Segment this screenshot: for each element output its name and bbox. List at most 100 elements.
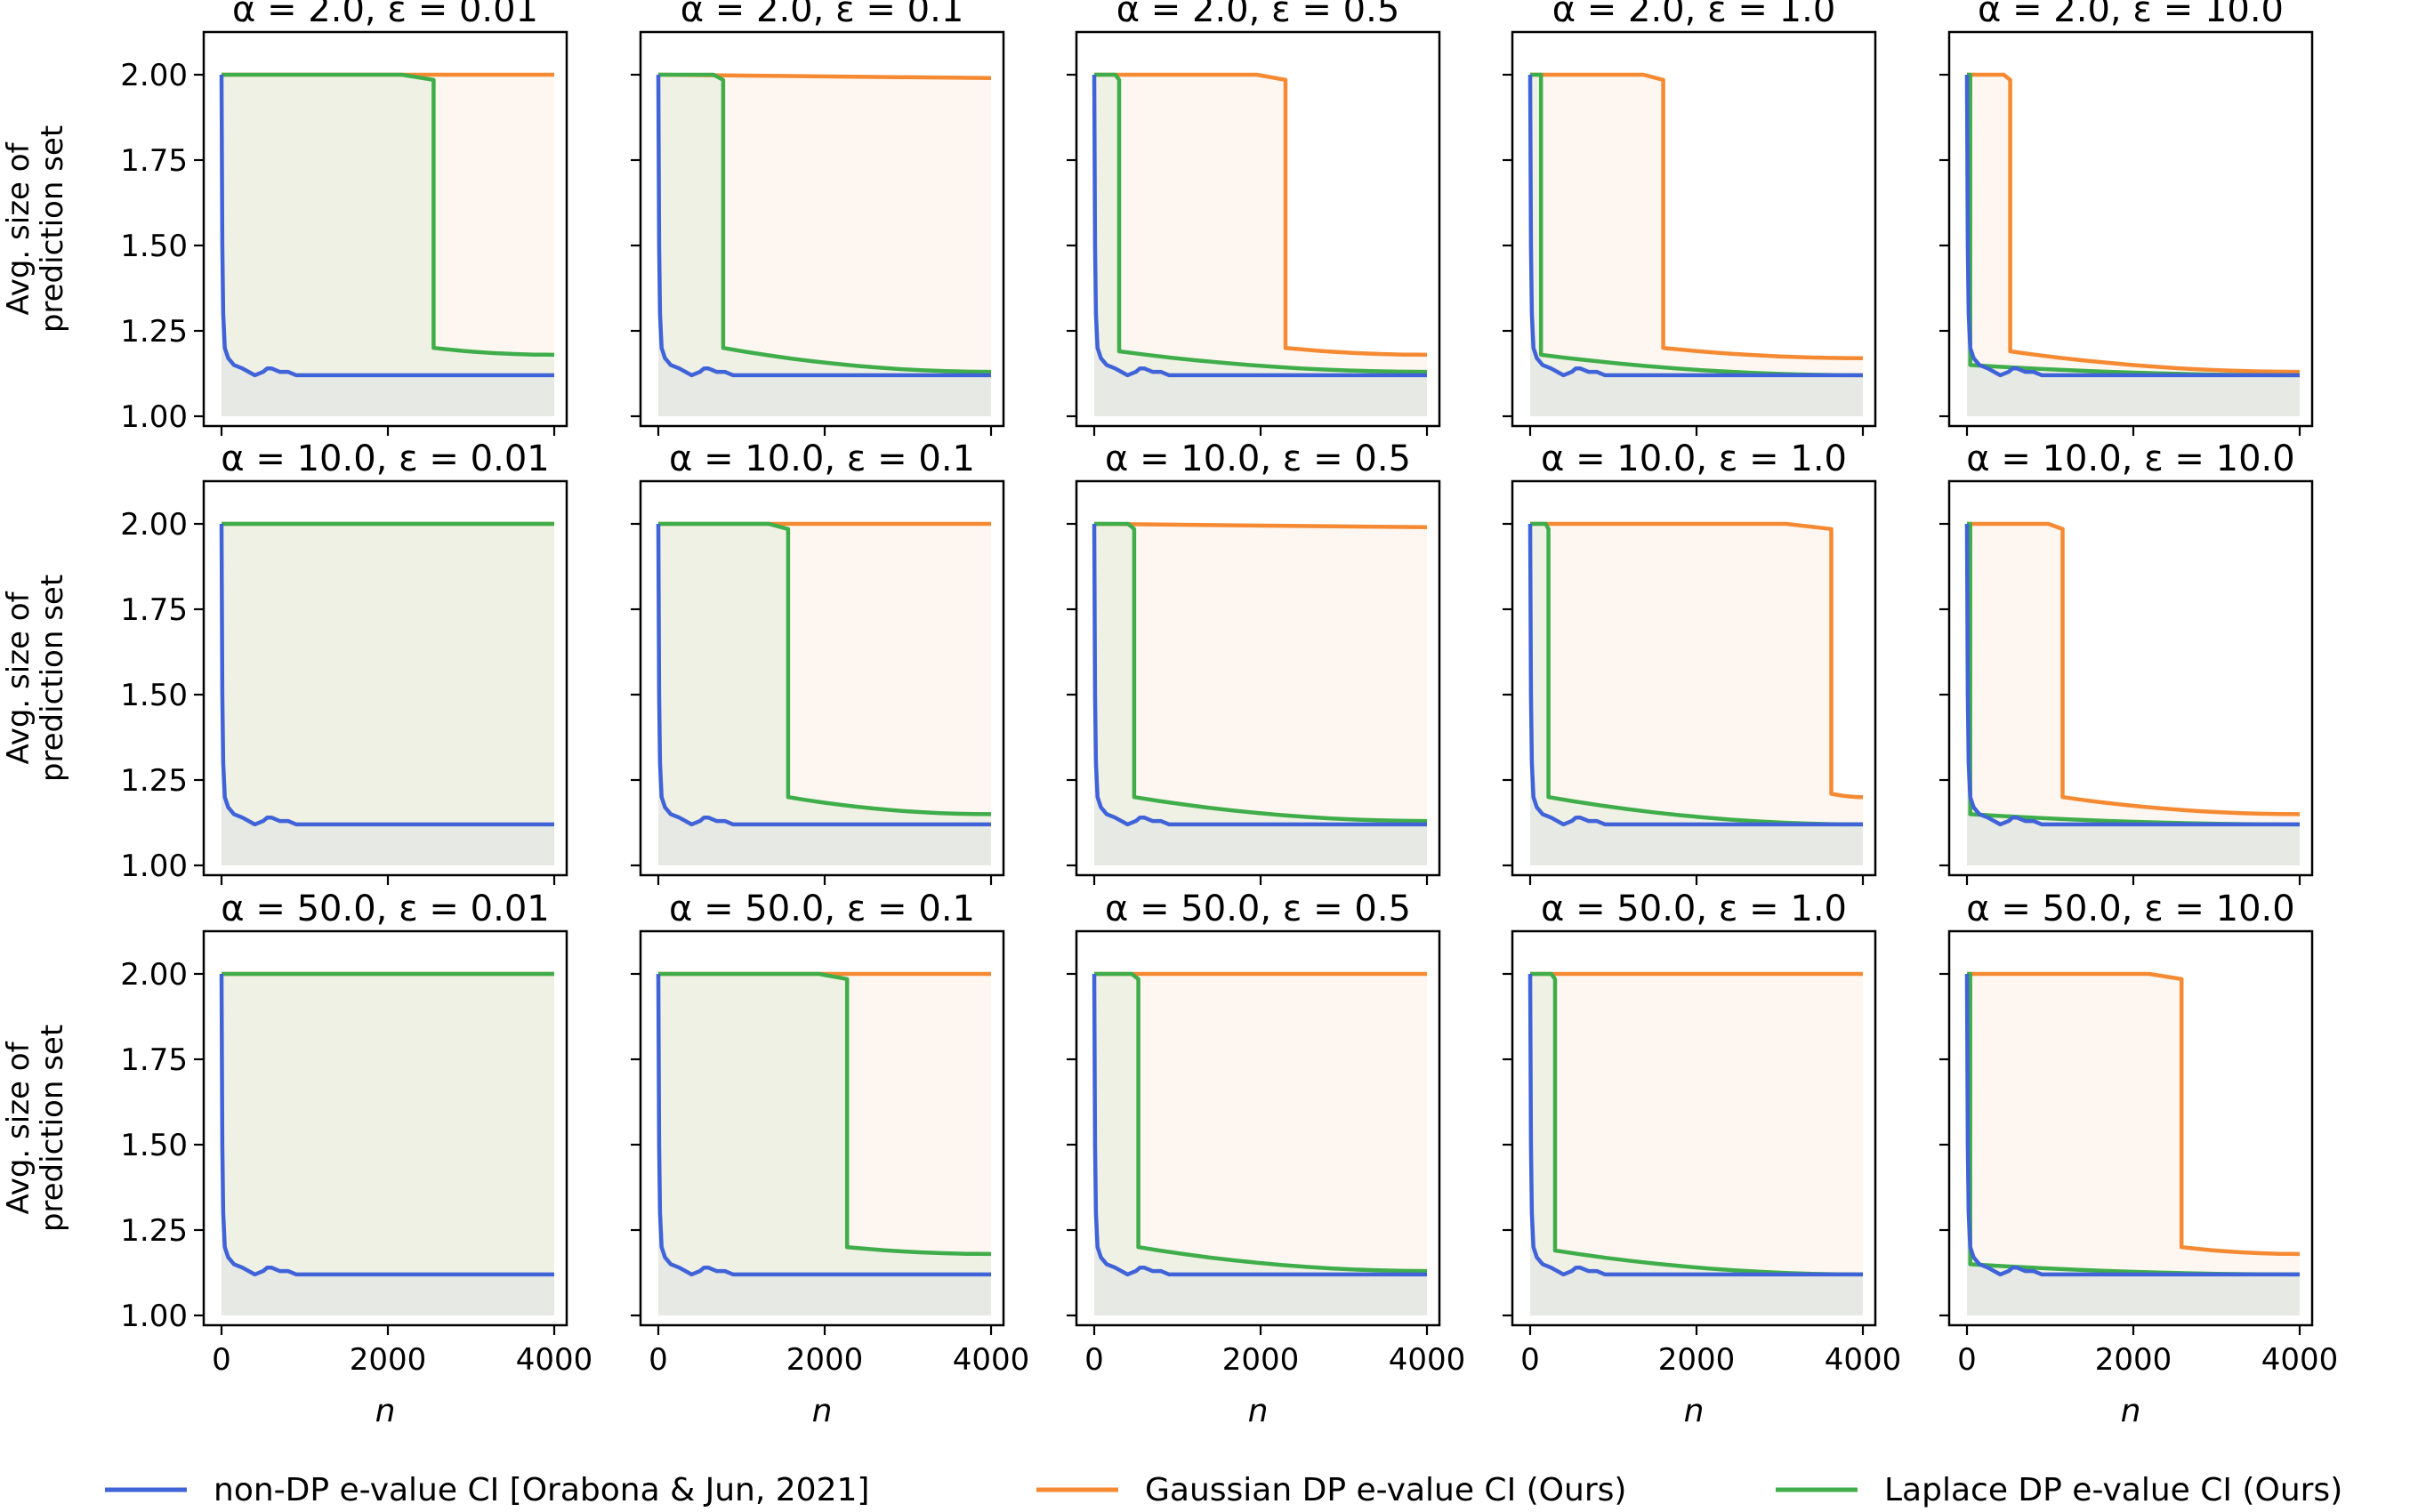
y-tick-label: 1.50 [120, 678, 188, 713]
non-dp-line [219, 523, 554, 827]
x-tick-label: 2000 [786, 1342, 864, 1378]
laplace-area [222, 524, 554, 865]
y-axis-label-line2: prediction set [35, 125, 70, 333]
laplace-area [1967, 974, 2300, 1315]
laplace-area [1530, 524, 1863, 865]
gaussian-line [1967, 72, 2301, 374]
x-axis-label: n [812, 1393, 833, 1429]
title-eps-value: 0.01 [471, 889, 550, 929]
axes-frame [1947, 479, 2314, 877]
title-alpha-prefix: α = [1105, 438, 1181, 479]
x-tick-label: 2000 [350, 1342, 427, 1378]
title-eps-value: 1.0 [1790, 889, 1847, 929]
title-separator: , [2110, 0, 2132, 30]
panel-title: α = 50.0, ε = 0.5 [1105, 889, 1411, 929]
laplace-area [1094, 75, 1427, 416]
title-eps-prefix: ε = [2132, 0, 2204, 30]
title-alpha-value: 50.0 [1616, 889, 1696, 929]
panel-title: α = 50.0, ε = 1.0 [1541, 889, 1847, 929]
non-dp-area [658, 524, 991, 865]
gaussian-area [658, 524, 991, 865]
title-eps-value: 0.01 [471, 438, 550, 479]
gaussian-area [1967, 524, 2300, 865]
title-alpha-prefix: α = [1116, 0, 1192, 30]
title-alpha-prefix: α = [1966, 889, 2042, 929]
panel-3-2: 0 2000 4000 n α = 50.0, ε = 0.1 [631, 889, 1029, 1429]
title-alpha-value: 50.0 [1181, 889, 1260, 929]
non-dp-line [1964, 523, 2300, 827]
x-tick-label: 0 [212, 1342, 231, 1378]
y-axis-label-line2: prediction set [35, 575, 70, 782]
title-eps-value: 10.0 [2204, 0, 2284, 30]
title-separator: , [376, 438, 399, 479]
title-separator: , [824, 438, 846, 479]
y-tick-label: 1.25 [120, 314, 188, 350]
non-dp-line [1964, 74, 2300, 378]
title-eps-prefix: ε = [1283, 889, 1355, 929]
title-separator: , [1685, 0, 1707, 30]
gaussian-area [222, 524, 554, 865]
panel-title: α = 2.0, ε = 10.0 [1978, 0, 2284, 30]
gaussian-line [1530, 521, 1863, 800]
gaussian-area [222, 974, 554, 1315]
title-separator: , [1696, 438, 1718, 479]
panel-2-1: 1.00 1.25 1.50 1.75 2.00 α = 10.0, ε = 0.01 Av… [1, 438, 568, 885]
title-alpha-value: 10.0 [1181, 438, 1260, 479]
axes-frame [1511, 929, 1877, 1327]
gaussian-area [1094, 524, 1427, 865]
x-tick-label: 0 [1520, 1342, 1540, 1378]
laplace-area [1094, 524, 1427, 865]
gaussian-area [1094, 75, 1427, 416]
x-tick-label: 2000 [1658, 1342, 1736, 1378]
title-eps-value: 1.0 [1790, 438, 1847, 479]
laplace-area [1530, 75, 1863, 416]
legend-label: Gaussian DP e-value CI (Ours) [1145, 1472, 1626, 1508]
title-alpha-value: 10.0 [2043, 438, 2122, 479]
axes-frame [639, 929, 1005, 1327]
gaussian-line [1530, 72, 1864, 360]
gaussian-line [1967, 971, 2301, 1257]
title-alpha-value: 10.0 [1616, 438, 1696, 479]
title-separator: , [2122, 438, 2144, 479]
non-dp-area [222, 75, 554, 416]
title-alpha-prefix: α = [1541, 438, 1616, 479]
title-separator: , [824, 889, 846, 929]
legend: non-DP e-value CI [Orabona & Jun, 2021] G… [105, 1472, 2342, 1508]
title-eps-prefix: ε = [399, 438, 471, 479]
panel-3-4: 0 2000 4000 n α = 50.0, ε = 1.0 [1503, 889, 1901, 1429]
axes-frame [1511, 30, 1877, 428]
non-dp-area [1094, 75, 1427, 416]
non-dp-line [1527, 973, 1863, 1277]
title-alpha-prefix: α = [1105, 889, 1181, 929]
gaussian-area [658, 974, 991, 1315]
title-alpha-prefix: α = [669, 889, 745, 929]
panel-2-4: α = 10.0, ε = 1.0 [1503, 438, 1877, 885]
non-dp-line [1527, 74, 1863, 378]
x-axis-label: n [2121, 1393, 2141, 1429]
legend-label: Laplace DP e-value CI (Ours) [1884, 1472, 2342, 1508]
x-tick-label: 0 [1084, 1342, 1104, 1378]
title-alpha-prefix: α = [232, 0, 308, 30]
title-alpha-value: 2.0 [756, 0, 813, 30]
panel-1-3: α = 2.0, ε = 0.5 [1067, 0, 1441, 436]
gaussian-area [1530, 75, 1863, 416]
axes-frame [1075, 929, 1441, 1327]
panel-title: α = 2.0, ε = 0.1 [681, 0, 964, 30]
laplace-area [658, 524, 991, 865]
y-tick-label: 1.75 [120, 1042, 188, 1078]
panel-title: α = 10.0, ε = 0.1 [669, 438, 975, 479]
gaussian-area [1530, 974, 1863, 1315]
laplace-area [1094, 974, 1427, 1315]
non-dp-line [656, 523, 991, 827]
x-tick-label: 2000 [1222, 1342, 1300, 1378]
title-separator: , [1696, 889, 1718, 929]
panel-title: α = 10.0, ε = 1.0 [1541, 438, 1847, 479]
x-axis-label: n [1684, 1393, 1705, 1429]
title-alpha-prefix: α = [221, 438, 296, 479]
title-eps-prefix: ε = [1707, 0, 1779, 30]
laplace-area [658, 974, 991, 1315]
laplace-line [658, 72, 992, 374]
y-tick-label: 1.75 [120, 592, 188, 628]
title-eps-prefix: ε = [847, 889, 919, 929]
